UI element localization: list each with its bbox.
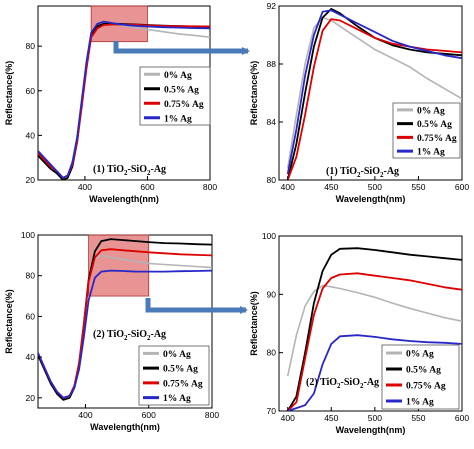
p2-ytick-label-0: 20	[26, 393, 36, 403]
p1zoom-xtick-label-0: 400	[281, 182, 295, 192]
p2-xtick-label-2: 800	[205, 410, 219, 420]
p2-legend-label-2: 0.75% Ag	[163, 379, 203, 389]
p1-xtick-label-2: 800	[203, 182, 217, 192]
p2-series-1	[38, 238, 212, 401]
p1zoom-ytick-label-3: 92	[267, 1, 277, 11]
p1zoom-legend-label-0: 0% Ag	[417, 106, 445, 116]
p2zoom-legend: 0% Ag 0.5% Ag 0.75% Ag 1% Ag	[381, 344, 460, 410]
p1-series-3	[38, 20, 210, 179]
p2-xtick-label-1: 600	[142, 410, 156, 420]
p2zoom-legend-label-2: 0.75% Ag	[406, 382, 446, 392]
p1-chart: 400 600 800 20 40 60 80 Wavelength(nm) Reflectan…	[4, 5, 217, 204]
p1-legend-label-2: 0.75% Ag	[164, 100, 204, 110]
zoom-connectors	[113, 41, 250, 314]
zoom-arrow-1	[113, 41, 250, 55]
zoom-arrow-2	[145, 298, 248, 314]
p1zoom-legend-label-2: 0.75% Ag	[417, 134, 457, 144]
p2-y-axis-title: Reflectance(%)	[4, 289, 14, 354]
p2-ytick-label-4: 100	[21, 230, 35, 240]
p1zoom-series-2	[286, 18, 462, 180]
p1zoom-ytick-label-1: 84	[267, 117, 277, 127]
p2zoom-chart: 400 450 500 550 600 70 80 90 100 Wavelength(nm) Re…	[249, 231, 469, 435]
p2-ytick-label-2: 60	[26, 311, 36, 321]
p1zoom-legend: 0% Ag 0.5% Ag 0.75% Ag 1% Ag	[392, 102, 461, 159]
p1-xtick-label-0: 400	[78, 182, 92, 192]
p1-legend-label-0: 0% Ag	[164, 71, 192, 81]
p2zoom-ytick-label-2: 90	[267, 289, 277, 299]
p1zoom-ytick-label-2: 88	[267, 59, 277, 69]
p1-x-axis-title: Wavelength(nm)	[89, 194, 159, 204]
p1zoom-xtick-label-4: 600	[455, 182, 469, 192]
p1zoom-legend-label-1: 0.5% Ag	[417, 120, 452, 130]
p2-zoom-box	[88, 234, 150, 297]
p1-ytick-label-0: 20	[26, 175, 36, 185]
p2-x-axis-title: Wavelength(nm)	[90, 422, 160, 432]
p2zoom-series-2	[287, 272, 462, 411]
p2-legend-label-0: 0% Ag	[163, 350, 191, 360]
p2zoom-series-3	[287, 334, 462, 411]
p2zoom-legend-label-0: 0% Ag	[406, 350, 434, 360]
p1-ytick-label-3: 80	[26, 41, 36, 51]
p2-legend: 0% Ag 0.5% Ag 0.75% Ag 1% Ag	[138, 345, 210, 406]
p1zoom-sample-label: (1) TiO2-SiO2-Ag	[326, 166, 399, 179]
p2zoom-sample-label: (2) TiO2-SiO2-Ag	[306, 377, 379, 390]
p2zoom-ytick-label-0: 70	[267, 406, 277, 416]
p2zoom-y-axis-title: Reflectance(%)	[249, 291, 259, 356]
p1-legend: 0% Ag 0.5% Ag 0.75% Ag 1% Ag	[139, 66, 211, 126]
p2zoom-xtick-label-2: 500	[368, 413, 382, 423]
p1zoom-xtick-label-2: 500	[368, 182, 382, 192]
p1zoom-ytick-label-0: 80	[267, 175, 277, 185]
p1-ytick-label-1: 40	[26, 130, 36, 140]
p1-ytick-label-2: 60	[26, 86, 36, 96]
p1zoom-legend-box	[392, 102, 461, 159]
p2zoom-ytick-label-3: 100	[262, 231, 276, 241]
p1-xtick-label-1: 600	[140, 182, 154, 192]
p2zoom-xtick-label-4: 600	[455, 413, 469, 423]
p1-sample-label: (1) TiO2-SiO2-Ag	[93, 164, 166, 177]
p1zoom-y-axis-title: Reflectance(%)	[249, 61, 259, 126]
p1zoom-xtick-label-1: 450	[324, 182, 338, 192]
p2-legend-label-3: 1% Ag	[163, 394, 191, 404]
p1zoom-legend-label-3: 1% Ag	[417, 148, 445, 158]
p2zoom-ytick-label-1: 80	[267, 348, 277, 358]
p2zoom-legend-label-3: 1% Ag	[406, 398, 434, 408]
p2zoom-series-0	[286, 284, 462, 377]
p1zoom-xtick-label-3: 550	[411, 182, 425, 192]
p2-legend-label-1: 0.5% Ag	[163, 365, 198, 375]
p2zoom-legend-box	[381, 344, 460, 410]
p1-y-axis-title: Reflectance(%)	[4, 61, 14, 126]
p1zoom-series-3	[286, 9, 462, 175]
p2-legend-box	[138, 345, 210, 406]
p1-legend-label-3: 1% Ag	[164, 114, 192, 124]
p2zoom-legend-label-1: 0.5% Ag	[406, 366, 441, 376]
p2-series-3	[38, 269, 212, 399]
p1zoom-x-axis-title: Wavelength(nm)	[336, 194, 406, 204]
p2zoom-series-1	[286, 247, 462, 411]
p2zoom-xtick-label-3: 550	[411, 413, 425, 423]
p1zoom-chart: 400 450 500 550 600 80 84 88 92 Wavelength(nm) Ref…	[249, 1, 469, 204]
p2-ytick-label-1: 40	[26, 352, 36, 362]
p1-legend-label-1: 0.5% Ag	[164, 85, 199, 95]
p1zoom-series-0	[286, 16, 462, 169]
p2zoom-x-axis-title: Wavelength(nm)	[336, 425, 406, 435]
p1-legend-box	[139, 66, 211, 126]
p2-ytick-label-3: 80	[26, 271, 36, 281]
p2zoom-xtick-label-1: 450	[324, 413, 338, 423]
p2-sample-label: (2) TiO2-SiO2-Ag	[93, 329, 166, 342]
p2-chart: 400 600 800 20 40 60 80 100 Wavelength(nm) Reflec…	[4, 230, 219, 432]
p2-xtick-label-0: 400	[78, 410, 92, 420]
p2zoom-xtick-label-0: 400	[281, 413, 295, 423]
